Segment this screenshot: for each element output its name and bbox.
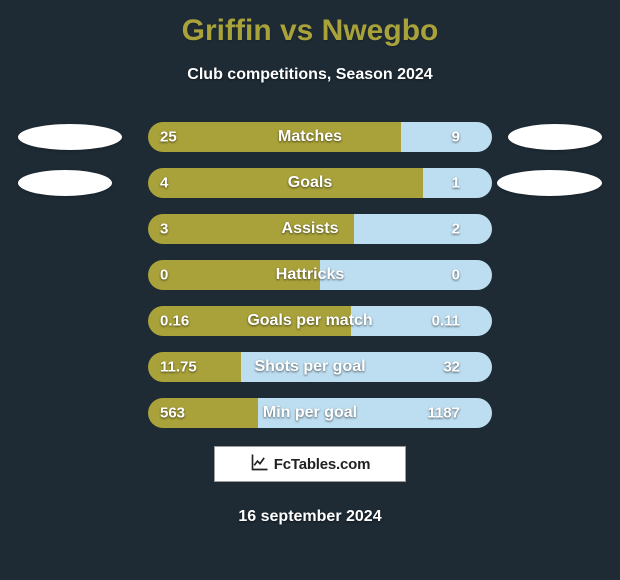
stat-value-right: 9 [452, 129, 460, 146]
player-oval-right [497, 170, 602, 196]
player-oval-right [508, 124, 602, 150]
stat-row: Assists32 [10, 214, 610, 244]
stat-row: Goals41 [10, 168, 610, 198]
stat-value-left: 11.75 [160, 359, 197, 376]
stat-bar [148, 214, 492, 244]
stat-bar [148, 168, 492, 198]
subtitle: Club competitions, Season 2024 [10, 66, 610, 84]
comparison-card: Griffin vs Nwegbo Club competitions, Sea… [0, 0, 620, 580]
stat-row: Hattricks00 [10, 260, 610, 290]
stat-bar [148, 352, 492, 382]
stat-bar-left-segment [148, 214, 354, 244]
chart-icon [250, 452, 270, 476]
stat-bar-right-segment [354, 214, 492, 244]
stat-bar-left-segment [148, 168, 423, 198]
stat-value-right: 32 [443, 359, 460, 376]
player-oval-left [18, 170, 112, 196]
stat-value-left: 3 [160, 221, 168, 238]
stat-value-right: 1 [452, 175, 460, 192]
stat-bar [148, 122, 492, 152]
stat-value-left: 4 [160, 175, 168, 192]
stat-value-left: 0 [160, 267, 168, 284]
stat-bar-right-segment [401, 122, 492, 152]
stat-row: Min per goal5631187 [10, 398, 610, 428]
stat-rows: Matches259Goals41Assists32Hattricks00Goa… [10, 122, 610, 428]
stat-value-left: 25 [160, 129, 177, 146]
stat-value-right: 0.11 [432, 313, 460, 330]
stat-bar-right-segment [320, 260, 492, 290]
stat-value-left: 0.16 [160, 313, 189, 330]
stat-bar [148, 260, 492, 290]
stat-row: Goals per match0.160.11 [10, 306, 610, 336]
stat-bar-right-segment [351, 306, 492, 336]
stat-value-left: 563 [160, 405, 185, 422]
stat-row: Shots per goal11.7532 [10, 352, 610, 382]
brand-text: FcTables.com [274, 456, 371, 473]
stat-row: Matches259 [10, 122, 610, 152]
stat-bar-left-segment [148, 122, 401, 152]
stat-bar-left-segment [148, 260, 320, 290]
stat-value-right: 1187 [427, 405, 460, 422]
stat-value-right: 0 [452, 267, 460, 284]
brand-badge: FcTables.com [214, 446, 406, 482]
player-oval-left [18, 124, 122, 150]
stat-value-right: 2 [452, 221, 460, 238]
page-title: Griffin vs Nwegbo [10, 14, 610, 48]
date-label: 16 september 2024 [10, 508, 610, 526]
